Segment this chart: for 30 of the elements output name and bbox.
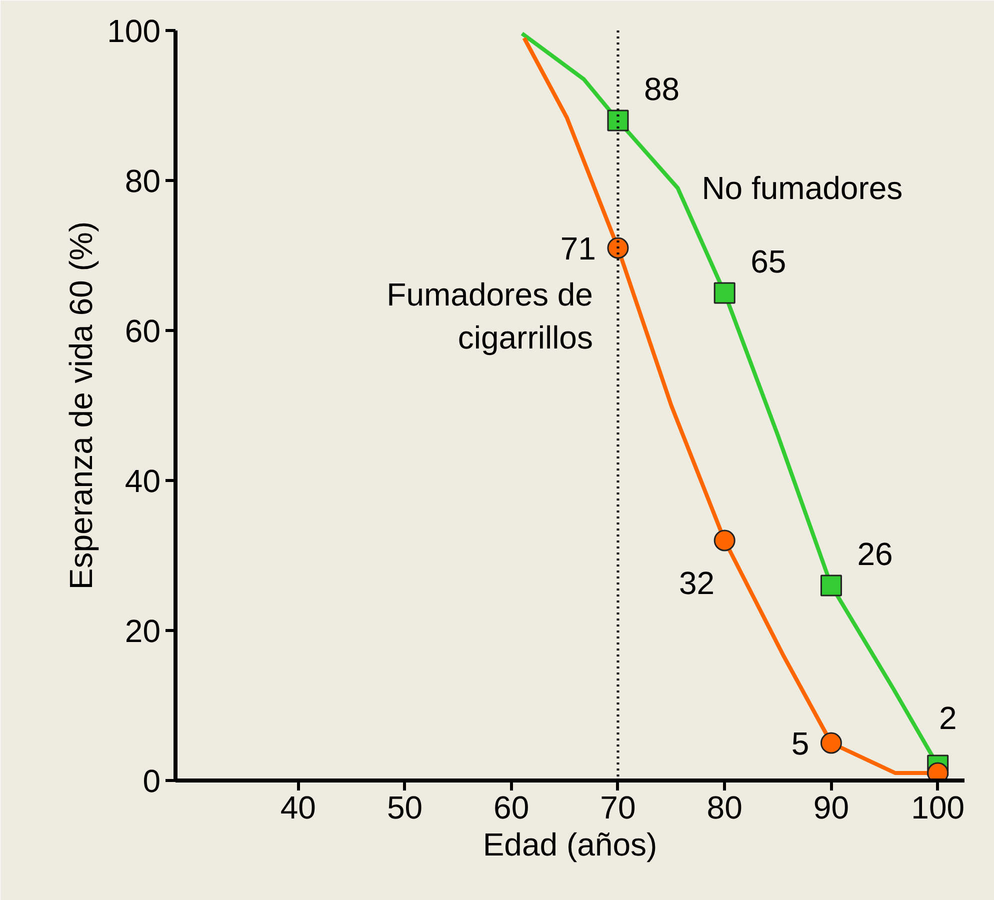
x-tick-label: 60: [494, 790, 530, 826]
data-label: 2: [938, 700, 957, 736]
x-tick-label: 100: [911, 790, 965, 826]
data-label: 32: [679, 565, 715, 601]
x-tick-label: 70: [600, 790, 636, 826]
point: [820, 732, 842, 754]
y-axis-title: Esperanza de vida 60 (%): [63, 221, 100, 590]
y-tick-label: 40: [124, 463, 160, 499]
data-label: 65: [750, 244, 786, 280]
y-tick-label: 20: [124, 613, 160, 649]
point: [714, 282, 736, 304]
x-tick-label: 90: [813, 790, 850, 826]
y-tick-label: 100: [107, 13, 160, 49]
point: [607, 110, 629, 132]
y-tick-label: 80: [124, 163, 160, 199]
point: [607, 237, 629, 259]
x-tick-label: 50: [386, 790, 423, 826]
y-tick-label: 60: [124, 313, 160, 349]
data-label: 26: [857, 536, 893, 572]
data-label: 5: [791, 726, 810, 762]
data-label: 71: [560, 230, 596, 266]
point: [820, 574, 842, 596]
series-label: Fumadores de cigarrillos: [386, 276, 593, 356]
x-tick-label: 80: [706, 790, 742, 826]
point: [714, 530, 736, 552]
y-tick-label: 0: [142, 763, 160, 799]
series-label: No fumadores: [702, 170, 903, 206]
data-label: 88: [644, 71, 680, 107]
x-tick-label: 40: [280, 790, 316, 826]
x-axis-title: Edad (años): [482, 826, 658, 862]
